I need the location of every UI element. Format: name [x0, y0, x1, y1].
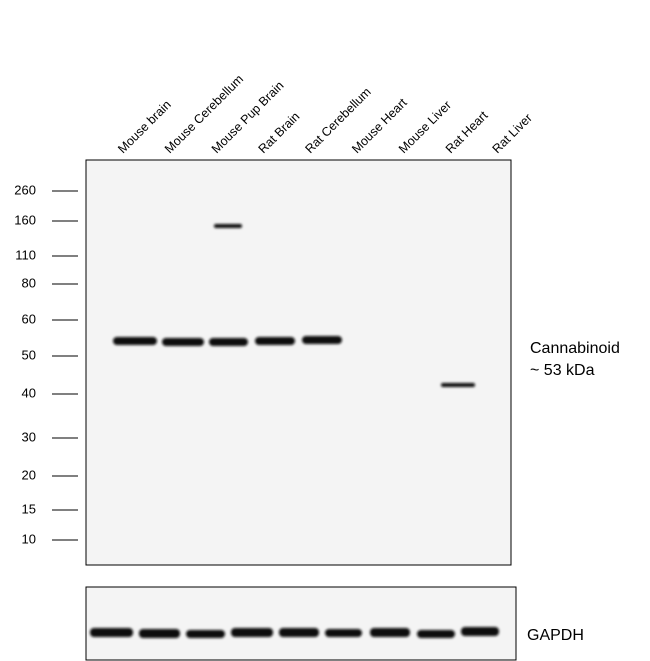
- band: [231, 628, 273, 637]
- marker-label: 50: [22, 347, 36, 362]
- marker-label: 30: [22, 429, 36, 444]
- band: [461, 627, 499, 636]
- size-label: ~ 53 kDa: [530, 362, 595, 379]
- band: [186, 630, 225, 638]
- marker-label: 15: [22, 501, 36, 516]
- marker-label: 260: [14, 182, 36, 197]
- main-bands: [113, 224, 475, 387]
- target-label: Cannabinoid: [530, 340, 620, 357]
- marker-label: 160: [14, 212, 36, 227]
- marker-label: 80: [22, 275, 36, 290]
- lane-label: Rat Heart: [443, 108, 491, 156]
- marker-label: 10: [22, 531, 36, 546]
- marker-label: 60: [22, 311, 36, 326]
- band: [255, 337, 295, 345]
- band: [370, 628, 410, 637]
- band: [113, 337, 157, 345]
- main-blot: [85, 159, 512, 566]
- marker-label: 20: [22, 467, 36, 482]
- band: [139, 629, 180, 638]
- marker-label: 40: [22, 385, 36, 400]
- gapdh-bands: [90, 627, 499, 638]
- gapdh-blot: [85, 586, 517, 661]
- loading-control-label: GAPDH: [527, 627, 584, 644]
- lane-label: Rat Liver: [490, 111, 535, 156]
- band: [214, 224, 242, 228]
- marker-label: 110: [15, 247, 36, 262]
- band: [441, 383, 475, 387]
- band: [325, 629, 362, 637]
- band: [302, 336, 342, 344]
- lane-label: Rat Brain: [256, 109, 303, 156]
- lane-label: Mouse Cerebellum: [162, 72, 246, 156]
- band: [279, 628, 319, 637]
- band: [162, 338, 204, 346]
- band: [417, 630, 455, 638]
- band: [209, 338, 248, 346]
- marker-labels: 260 160 110 80 60 50 40 30 20 15 10: [14, 182, 78, 546]
- band: [90, 628, 133, 637]
